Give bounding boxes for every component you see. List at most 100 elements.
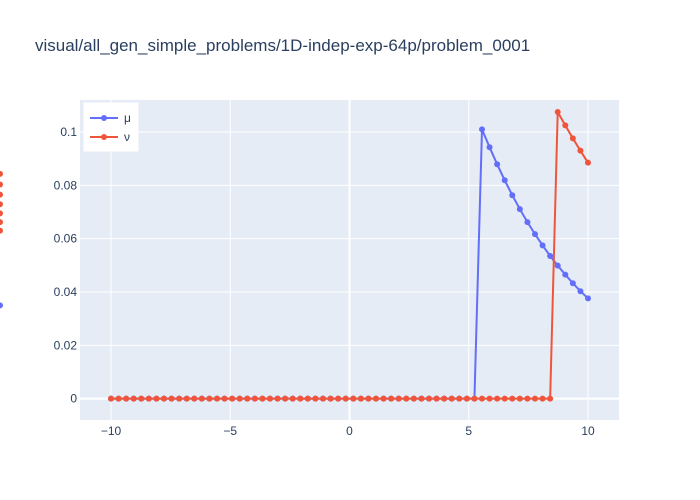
legend-swatch-marker <box>101 115 107 121</box>
data-point[interactable] <box>0 170 3 177</box>
data-point[interactable] <box>524 219 531 226</box>
data-point[interactable] <box>501 177 508 184</box>
data-point[interactable] <box>0 191 3 198</box>
data-point[interactable] <box>183 395 190 402</box>
data-point[interactable] <box>569 135 576 142</box>
data-point[interactable] <box>335 395 342 402</box>
data-point[interactable] <box>516 395 523 402</box>
data-point[interactable] <box>191 395 198 402</box>
data-point[interactable] <box>0 227 3 234</box>
data-point[interactable] <box>372 395 379 402</box>
data-point[interactable] <box>577 288 584 295</box>
data-point[interactable] <box>494 161 501 168</box>
data-point[interactable] <box>478 126 485 133</box>
x-tick-label: −5 <box>223 424 237 438</box>
data-point[interactable] <box>350 395 357 402</box>
data-point[interactable] <box>236 395 243 402</box>
data-point[interactable] <box>0 219 3 226</box>
data-point[interactable] <box>418 395 425 402</box>
data-point[interactable] <box>320 395 327 402</box>
series-line <box>111 111 589 400</box>
data-point[interactable] <box>547 253 554 259</box>
axis-tick-labels: −10 −5 0 5 10 0 0.02 0.04 0.06 0.08 0.1 <box>54 125 595 438</box>
data-point[interactable] <box>531 231 538 238</box>
data-point[interactable] <box>562 271 569 278</box>
data-point[interactable] <box>123 395 130 402</box>
data-point[interactable] <box>509 395 516 402</box>
data-point[interactable] <box>214 395 221 402</box>
data-point[interactable] <box>229 395 236 402</box>
x-tick-label: 5 <box>465 424 472 438</box>
x-tick-label: 0 <box>346 424 353 438</box>
data-point[interactable] <box>221 395 228 402</box>
data-point[interactable] <box>289 395 296 402</box>
data-point[interactable] <box>312 395 319 402</box>
series-2 <box>0 109 591 402</box>
data-point[interactable] <box>176 395 183 402</box>
data-point[interactable] <box>395 395 402 402</box>
data-point[interactable] <box>456 395 463 402</box>
data-point[interactable] <box>410 395 417 402</box>
data-point[interactable] <box>441 395 448 402</box>
data-point[interactable] <box>539 242 546 249</box>
data-point[interactable] <box>380 395 387 402</box>
data-point[interactable] <box>244 395 251 402</box>
data-point[interactable] <box>577 147 584 154</box>
data-point[interactable] <box>486 395 493 402</box>
data-point[interactable] <box>267 395 274 402</box>
data-point[interactable] <box>115 395 122 402</box>
data-point[interactable] <box>403 395 410 402</box>
data-point[interactable] <box>569 280 576 287</box>
data-point[interactable] <box>161 395 168 402</box>
data-point[interactable] <box>138 395 145 402</box>
data-point[interactable] <box>448 395 455 402</box>
data-point[interactable] <box>108 395 115 402</box>
legend-swatch-marker <box>101 134 107 140</box>
data-point[interactable] <box>433 395 440 402</box>
data-point[interactable] <box>478 395 485 402</box>
data-point[interactable] <box>0 181 3 188</box>
data-point[interactable] <box>471 395 478 402</box>
data-point[interactable] <box>274 395 281 402</box>
data-point[interactable] <box>524 395 531 402</box>
data-point[interactable] <box>425 395 432 402</box>
data-point[interactable] <box>539 395 546 402</box>
data-point[interactable] <box>584 159 591 166</box>
data-point[interactable] <box>327 395 334 402</box>
data-point[interactable] <box>0 302 3 309</box>
data-point[interactable] <box>0 210 3 217</box>
data-point[interactable] <box>554 109 561 115</box>
data-point[interactable] <box>206 395 213 402</box>
data-point[interactable] <box>198 395 205 402</box>
data-point[interactable] <box>509 192 516 199</box>
legend-item-2[interactable]: ν <box>90 130 130 144</box>
data-point[interactable] <box>153 395 160 402</box>
data-point[interactable] <box>251 395 258 402</box>
data-point[interactable] <box>531 395 538 402</box>
data-point[interactable] <box>342 395 349 402</box>
data-point[interactable] <box>357 395 364 402</box>
data-point[interactable] <box>168 395 175 402</box>
data-point[interactable] <box>297 395 304 402</box>
y-tick-label: 0.06 <box>54 232 78 246</box>
data-point[interactable] <box>562 122 569 129</box>
data-point[interactable] <box>145 395 152 402</box>
legend-item-1[interactable]: μ <box>90 111 131 125</box>
data-point[interactable] <box>282 395 289 402</box>
data-point[interactable] <box>365 395 372 402</box>
data-point[interactable] <box>501 395 508 402</box>
data-point[interactable] <box>554 262 561 269</box>
data-point[interactable] <box>584 295 591 302</box>
data-point[interactable] <box>463 395 470 402</box>
data-point[interactable] <box>0 201 3 208</box>
data-point[interactable] <box>486 144 493 151</box>
data-point[interactable] <box>304 395 311 402</box>
data-point[interactable] <box>388 395 395 402</box>
legend[interactable]: μν <box>83 102 139 152</box>
data-point[interactable] <box>547 395 554 402</box>
data-point[interactable] <box>516 206 523 213</box>
data-point[interactable] <box>259 395 266 402</box>
data-point[interactable] <box>494 395 501 402</box>
legend-box <box>83 102 139 152</box>
data-point[interactable] <box>130 395 137 402</box>
